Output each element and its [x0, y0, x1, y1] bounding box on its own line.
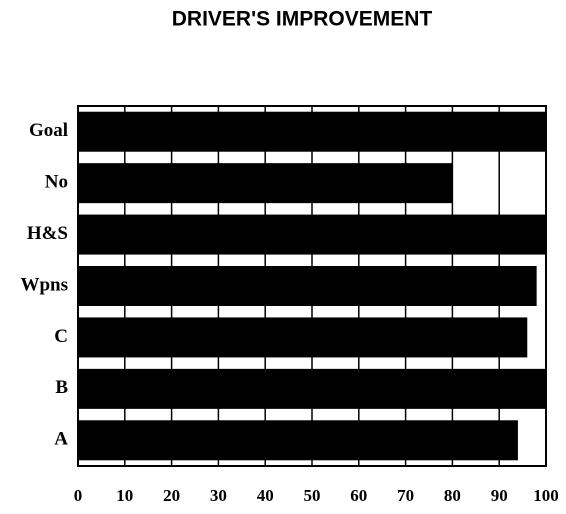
x-tick-label: 60	[350, 486, 367, 505]
x-tick-label: 90	[491, 486, 508, 505]
x-tick-label: 40	[257, 486, 274, 505]
bar	[78, 266, 537, 306]
bar	[78, 317, 528, 358]
bar	[78, 368, 546, 409]
y-tick-label: No	[45, 172, 68, 193]
bar	[78, 163, 453, 204]
bar	[78, 214, 546, 255]
y-tick-label: Goal	[29, 120, 68, 141]
y-tick-label: A	[54, 429, 68, 450]
y-tick-label: B	[55, 377, 68, 398]
x-tick-label: 100	[533, 486, 559, 505]
y-tick-label: H&S	[27, 223, 68, 244]
x-tick-label: 80	[444, 486, 461, 505]
x-tick-label: 20	[163, 486, 180, 505]
x-tick-label: 70	[397, 486, 414, 505]
chart-title: DRIVER'S IMPROVEMENT	[172, 8, 433, 31]
x-tick-label: 50	[304, 486, 321, 505]
x-tick-label: 10	[116, 486, 133, 505]
x-tick-label: 0	[74, 486, 83, 505]
y-tick-label: Wpns	[20, 274, 68, 295]
y-tick-label: C	[54, 326, 68, 347]
x-tick-label: 30	[210, 486, 227, 505]
bar	[78, 420, 518, 461]
bar	[78, 111, 546, 152]
